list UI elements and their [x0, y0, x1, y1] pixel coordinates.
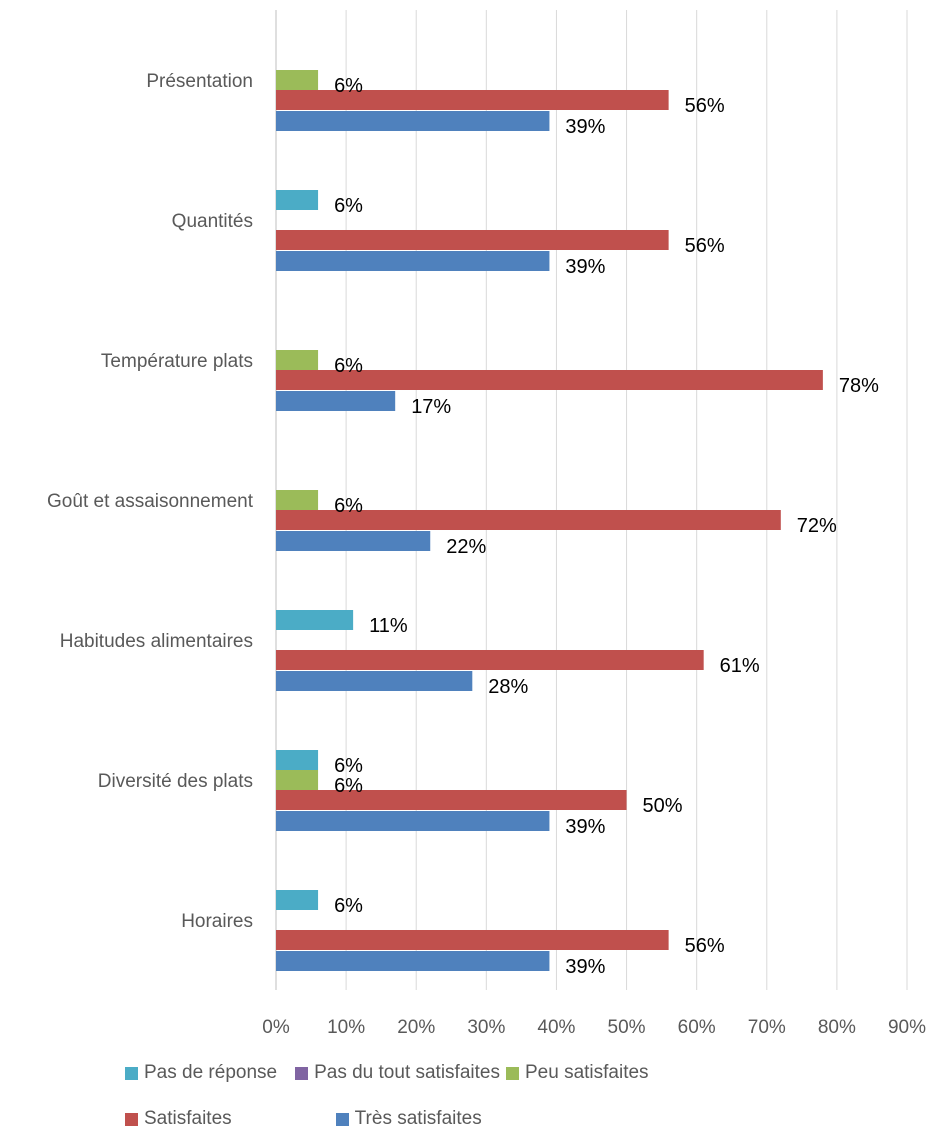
data-label: 6% [334, 895, 363, 917]
data-label: 6% [334, 495, 363, 517]
bar [276, 370, 823, 390]
bar [276, 650, 704, 670]
data-label: 78% [839, 375, 879, 397]
data-label: 39% [565, 116, 605, 138]
data-label: 6% [334, 355, 363, 377]
data-label: 39% [565, 956, 605, 978]
legend: Pas de réponse Pas du tout satisfaites Peu… [125, 1062, 815, 1130]
legend-item: Pas de réponse [125, 1062, 277, 1084]
legend-swatch [335, 1112, 349, 1126]
x-tick-label: 80% [818, 1017, 856, 1038]
legend-swatch [505, 1066, 519, 1080]
data-label: 61% [720, 655, 760, 677]
data-label: 6% [334, 775, 363, 797]
bar [276, 811, 550, 831]
bar [276, 951, 550, 971]
legend-item: Peu satisfaites [505, 1062, 649, 1084]
x-tick-label: 90% [888, 1017, 926, 1038]
bar [276, 510, 781, 530]
bar [276, 770, 319, 790]
data-label: 6% [334, 755, 363, 777]
data-label: 56% [685, 95, 725, 117]
x-tick-label: 70% [748, 1017, 786, 1038]
data-label: 39% [565, 256, 605, 278]
category-label: Goût et assaisonnement [47, 491, 254, 512]
data-label: 6% [334, 195, 363, 217]
category-labels: Présentation Quantités Température plats Go… [47, 71, 254, 932]
data-label: 17% [411, 396, 451, 418]
bar [276, 251, 550, 271]
bar [276, 610, 354, 630]
data-label: 50% [643, 795, 683, 817]
bar [276, 391, 396, 411]
bar [276, 90, 669, 110]
bar [276, 750, 319, 770]
bar-chart: 6%11%6%6%6%6%6%6%56%56%78%72%61%50%56%39… [47, 10, 926, 1038]
data-label: 22% [446, 536, 486, 558]
data-labels: 6%11%6%6%6%6%6%6%56%56%78%72%61%50%56%39… [334, 75, 879, 978]
bar [276, 790, 627, 810]
x-tick-label: 0% [262, 1017, 290, 1038]
data-label: 11% [369, 615, 408, 637]
legend-item: Satisfaites [125, 1108, 232, 1130]
data-label: 39% [565, 816, 605, 838]
category-label: Diversité des plats [98, 771, 253, 792]
data-label: 56% [685, 235, 725, 257]
legend-swatch [125, 1112, 138, 1126]
legend-label: Peu satisfaites [524, 1062, 649, 1083]
legend-label: Pas du tout satisfaites [314, 1062, 500, 1083]
legend-label: Satisfaites [144, 1108, 232, 1129]
bar [276, 890, 319, 910]
x-tick-label: 10% [327, 1017, 365, 1038]
legend-item: Très satisfaites [335, 1108, 482, 1130]
x-tick-label: 50% [608, 1017, 646, 1038]
category-label: Quantités [172, 211, 253, 232]
bar [276, 531, 431, 551]
category-label: Présentation [146, 71, 253, 92]
x-tick-label: 30% [467, 1017, 505, 1038]
bar [276, 930, 669, 950]
x-tick-label: 20% [397, 1017, 435, 1038]
bars [276, 70, 823, 971]
bar [276, 70, 319, 90]
gridlines [275, 10, 908, 990]
category-label: Habitudes alimentaires [60, 631, 253, 652]
data-label: 28% [488, 676, 528, 698]
bar [276, 671, 473, 691]
x-tick-label: 60% [678, 1017, 716, 1038]
x-axis-tick-labels: 0% 10% 20% 30% 40% 50% 60% 70% 80% 90% [262, 1017, 926, 1038]
legend-label: Très satisfaites [354, 1108, 482, 1129]
category-label: Horaires [181, 911, 253, 932]
x-tick-label: 40% [537, 1017, 575, 1038]
bar [276, 190, 319, 210]
category-label: Température plats [101, 351, 253, 372]
bar [276, 350, 319, 370]
legend-item: Pas du tout satisfaites [295, 1062, 500, 1084]
legend-swatch [295, 1066, 309, 1080]
legend-swatch [125, 1066, 138, 1080]
data-label: 72% [797, 515, 837, 537]
bar [276, 230, 669, 250]
bar [276, 111, 550, 131]
data-label: 56% [685, 935, 725, 957]
bar [276, 490, 319, 510]
data-label: 6% [334, 75, 363, 97]
legend-label: Pas de réponse [144, 1062, 278, 1083]
